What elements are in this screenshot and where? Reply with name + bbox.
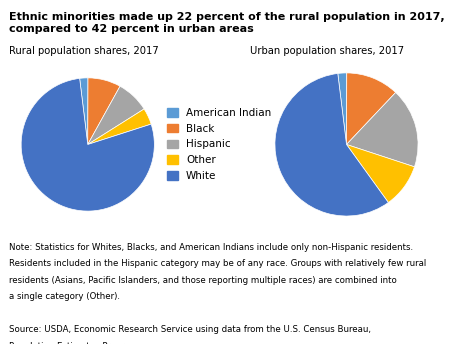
Text: Urban population shares, 2017: Urban population shares, 2017 (250, 46, 404, 56)
Wedge shape (346, 73, 396, 144)
Text: Source: USDA, Economic Research Service using data from the U.S. Census Bureau,: Source: USDA, Economic Research Service … (9, 325, 371, 334)
Wedge shape (88, 78, 120, 144)
Text: Residents included in the Hispanic category may be of any race. Groups with rela: Residents included in the Hispanic categ… (9, 259, 426, 268)
Wedge shape (88, 109, 151, 144)
Text: a single category (Other).: a single category (Other). (9, 292, 120, 301)
Text: Note: Statistics for Whites, Blacks, and American Indians include only non-Hispa: Note: Statistics for Whites, Blacks, and… (9, 243, 413, 251)
Text: Ethnic minorities made up 22 percent of the rural population in 2017,: Ethnic minorities made up 22 percent of … (9, 12, 445, 22)
Legend: American Indian, Black, Hispanic, Other, White: American Indian, Black, Hispanic, Other,… (167, 108, 271, 181)
Text: Population Estimates Program.: Population Estimates Program. (9, 342, 141, 344)
Wedge shape (346, 144, 414, 203)
Text: compared to 42 percent in urban areas: compared to 42 percent in urban areas (9, 24, 254, 34)
Wedge shape (275, 74, 388, 216)
Wedge shape (346, 93, 418, 167)
Text: residents (Asians, Pacific Islanders, and those reporting multiple races) are co: residents (Asians, Pacific Islanders, an… (9, 276, 397, 284)
Wedge shape (88, 86, 144, 144)
Text: Rural population shares, 2017: Rural population shares, 2017 (9, 46, 159, 56)
Wedge shape (21, 78, 154, 211)
Wedge shape (338, 73, 347, 144)
Wedge shape (80, 78, 88, 144)
